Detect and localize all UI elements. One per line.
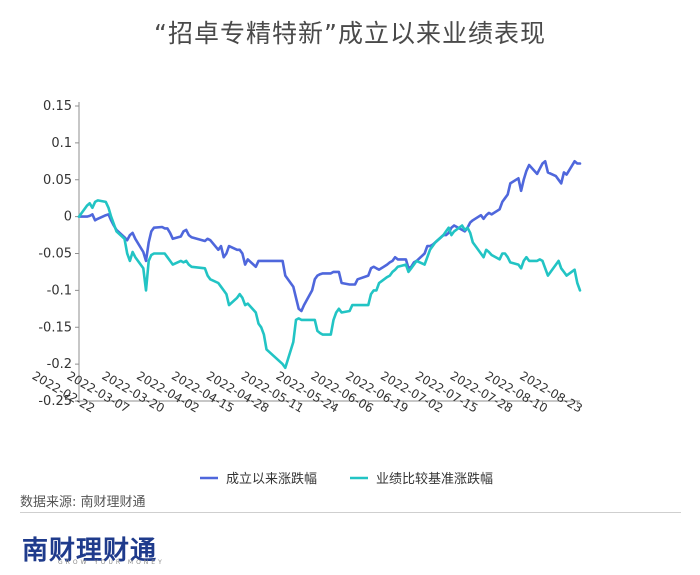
chart-title: “招卓专精特新”成立以来业绩表现	[154, 19, 546, 48]
brand-logo-subtitle: GROW YOUR MONEY	[58, 559, 165, 566]
data-source-note: 数据来源: 南财理财通	[20, 495, 146, 510]
y-tick-label: -0.05	[38, 247, 72, 262]
brand-logo: 南财理财通	[22, 536, 158, 566]
y-tick-label: -0.1	[47, 283, 72, 298]
legend-label: 成立以来涨跌幅	[226, 471, 317, 487]
series-line-benchmark	[77, 199, 582, 370]
y-tick-label: 0	[64, 210, 72, 225]
y-tick-label: 0.15	[43, 99, 72, 114]
y-tick-label: -0.25	[38, 394, 72, 409]
y-tick-label: -0.15	[38, 320, 72, 335]
y-tick-label: 0.1	[51, 136, 72, 151]
y-tick-label: 0.05	[43, 173, 72, 188]
y-tick-label: -0.2	[47, 357, 72, 372]
legend-label: 业绩比较基准涨跌幅	[376, 471, 493, 487]
series-line-fund	[77, 160, 582, 313]
footer-divider	[20, 512, 681, 513]
